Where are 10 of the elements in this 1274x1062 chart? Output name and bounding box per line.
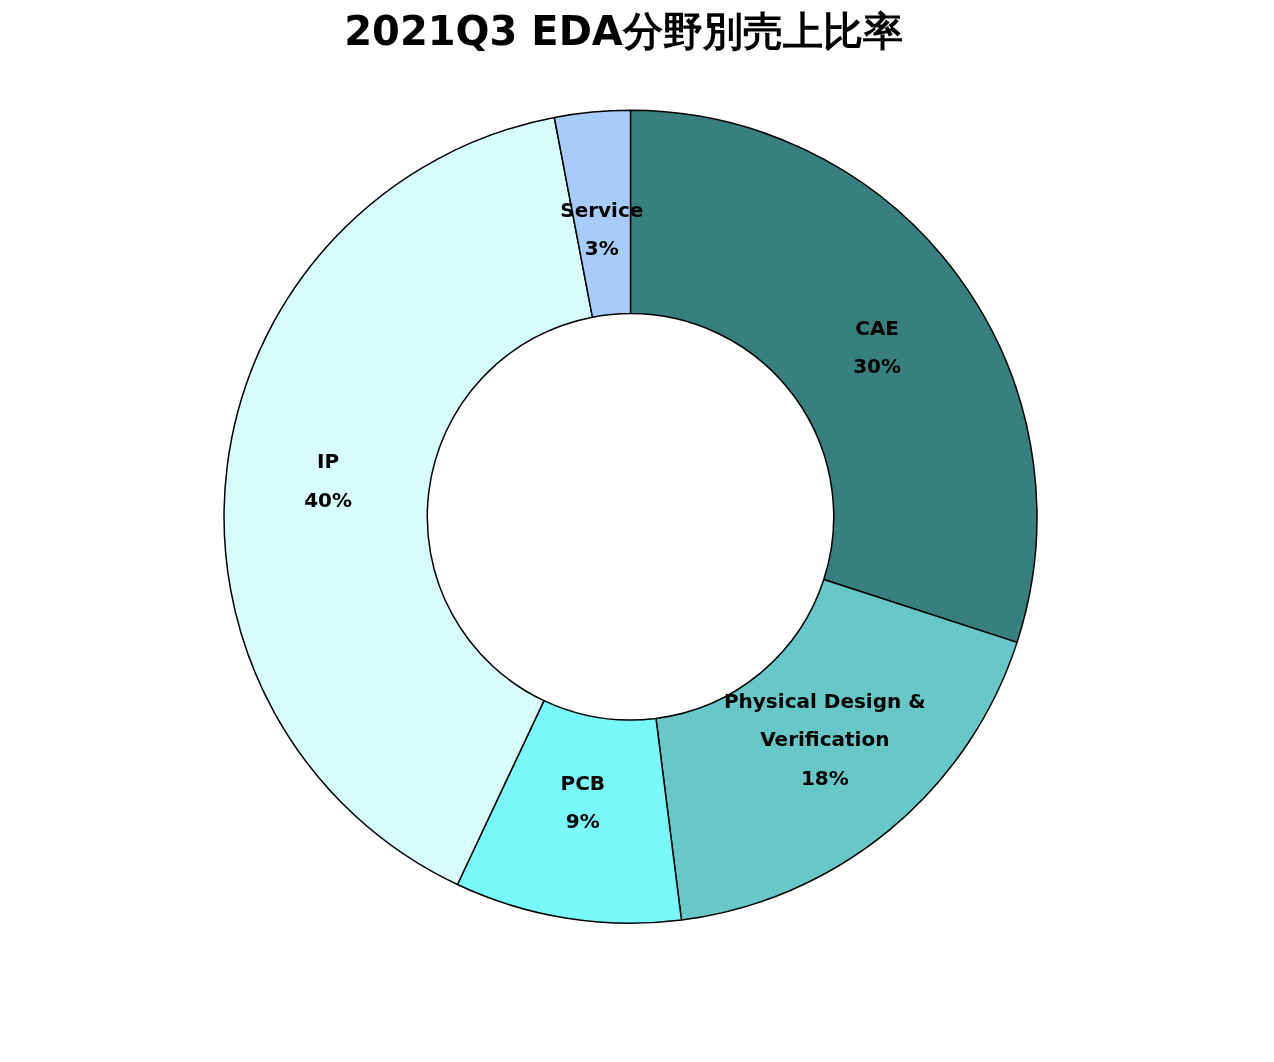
- chart-title: 2021Q3 EDA分野別売上比率: [344, 7, 903, 54]
- data-label: 3%: [584, 236, 619, 261]
- data-label: 40%: [304, 487, 352, 512]
- slice-label: IP: [317, 449, 340, 474]
- slice-label: Physical Design & Verification: [723, 688, 926, 752]
- data-label: 18%: [800, 765, 849, 790]
- slice-label: PCB: [560, 770, 606, 795]
- data-label: 30%: [853, 354, 902, 379]
- slice-label: CAE: [855, 315, 900, 340]
- data-label: 9%: [565, 809, 600, 834]
